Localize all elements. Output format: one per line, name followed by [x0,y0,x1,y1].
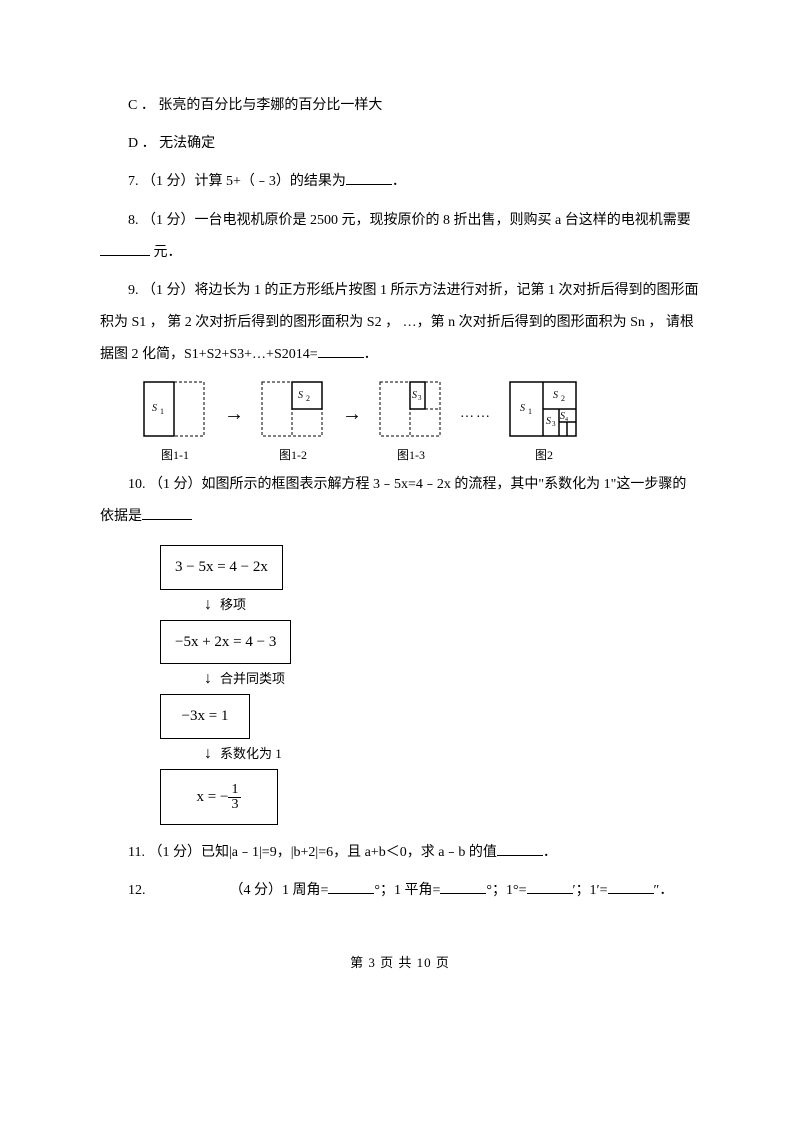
fig-1-1-svg: S1 [140,378,210,440]
svg-text:S: S [412,390,417,401]
arrow-2: → [340,391,364,455]
q11-tail: ． [543,845,557,860]
page-footer: 第 3 页 共 10 页 [100,948,700,978]
option-d: D ． 无法确定 [100,128,700,160]
svg-text:S: S [553,390,558,401]
flow-box-2: −5x + 2x = 4 − 3 [160,620,291,665]
svg-text:3: 3 [552,420,556,428]
svg-text:2: 2 [306,394,310,403]
flow-box-3: −3x = 1 [160,694,250,739]
q10-blank [142,505,192,520]
q8-blank [100,241,150,256]
question-11: 11. （1 分）已知|a﹣1|=9，|b+2|=6，且 a+b＜0，求 a﹣b… [100,837,700,869]
fig-1-3-svg: S3 [376,378,446,440]
svg-text:S: S [546,416,551,427]
q12-blank-2 [440,879,486,894]
q11-blank [497,841,543,856]
q12-d: °；1°= [486,883,526,898]
flow-box-4: x = −13 [160,769,278,826]
q7-blank [346,170,392,185]
fig-1-3-label: 图1-3 [397,442,425,470]
fig-2: S1 S2 S3 S4 图2 [506,378,582,470]
q7-text: 7. （1 分）计算 5+（﹣3）的结果为 [128,174,346,189]
q12-blank-3 [527,879,573,894]
frac-num: 1 [228,783,241,798]
option-c: C ． 张亮的百分比与李娜的百分比一样大 [100,90,700,122]
flow-label-3: 系数化为 1 [220,739,282,769]
q9-blank [318,343,364,358]
svg-text:4: 4 [565,417,568,423]
frac-den: 3 [228,798,241,812]
question-10: 10. （1 分）如图所示的框图表示解方程 3﹣5x=4﹣2x 的流程，其中"系… [100,469,700,533]
fig-1-2-label: 图1-2 [279,442,307,470]
question-9: 9. （1 分）将边长为 1 的正方形纸片按图 1 所示方法进行对折，记第 1 … [100,275,700,372]
svg-text:S: S [152,403,157,414]
q9-figure-row: S1 图1-1 → S2 图1-2 → S3 图1-3 [140,378,700,470]
q9-text: 9. （1 分）将边长为 1 的正方形纸片按图 1 所示方法进行对折，记第 1 … [100,283,699,362]
svg-text:2: 2 [561,394,565,403]
page: C ． 张亮的百分比与李娜的百分比一样大 D ． 无法确定 7. （1 分）计算… [0,0,800,1017]
svg-text:1: 1 [160,407,164,416]
q12-b: （4 分）1 周角= [230,883,329,898]
flow-arrow-2: ↓合并同类项 [200,664,700,694]
fig-1-1-label: 图1-1 [161,442,189,470]
q7-tail: ． [392,174,406,189]
fig-1-2-svg: S2 [258,378,328,440]
flow-arrow-1: ↓移项 [200,590,700,620]
svg-text:3: 3 [418,394,422,402]
svg-text:1: 1 [528,407,532,416]
q8-tail: 元． [150,245,182,260]
q8-text: 8. （1 分）一台电视机原价是 2500 元，现按原价的 8 折出售，则购买 … [128,213,691,228]
fig-2-label: 图2 [535,442,553,470]
svg-text:S: S [298,390,303,401]
q10-flowchart: 3 − 5x = 4 − 2x ↓移项 −5x + 2x = 4 − 3 ↓合并… [160,545,700,825]
q12-blank-1 [328,879,374,894]
q11-text: 11. （1 分）已知|a﹣1|=9，|b+2|=6，且 a+b＜0，求 a﹣b… [128,845,497,860]
flow-box-4-prefix: x = − [197,789,229,805]
flow-label-1: 移项 [220,590,246,620]
arrow-1: → [222,391,246,455]
q12-e: ′；1′= [573,883,608,898]
fig-1-3: S3 图1-3 [376,378,446,470]
q12-f: ″． [654,883,674,898]
svg-text:S: S [520,403,525,414]
question-7: 7. （1 分）计算 5+（﹣3）的结果为 ． [100,166,700,198]
q9-tail: ． [364,347,378,362]
fig-2-svg: S1 S2 S3 S4 [506,378,582,440]
q12-blank-4 [608,879,654,894]
q12-a: 12. [128,883,149,898]
fig-1-2: S2 图1-2 [258,378,328,470]
flow-box-1: 3 − 5x = 4 − 2x [160,545,283,590]
q12-c: °；1 平角= [374,883,440,898]
fig-1-1: S1 图1-1 [140,378,210,470]
flow-label-2: 合并同类项 [220,664,285,694]
flow-arrow-3: ↓系数化为 1 [200,739,700,769]
question-8: 8. （1 分）一台电视机原价是 2500 元，现按原价的 8 折出售，则购买 … [100,205,700,269]
dots: …… [458,398,494,448]
question-12: 12. （4 分）1 周角= °；1 平角= °；1°= ′；1′= ″． [100,875,700,907]
